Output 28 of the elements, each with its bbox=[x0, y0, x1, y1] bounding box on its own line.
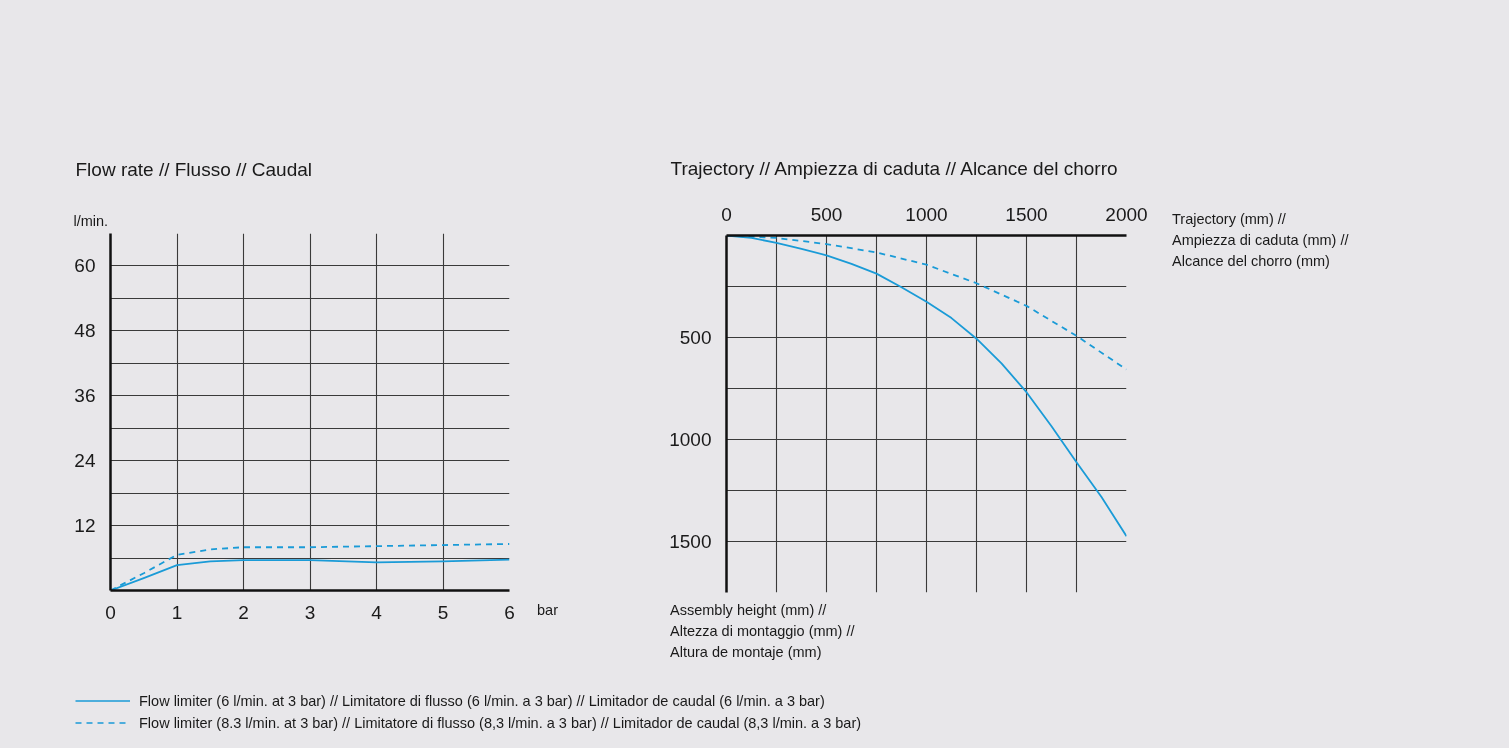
x-tick-label: 500 bbox=[810, 203, 843, 225]
x-tick-label: 2000 bbox=[1105, 203, 1148, 225]
x-tick-label: 5 bbox=[437, 601, 449, 623]
y-tick-label: 12 bbox=[74, 515, 96, 537]
x-tick-label: 0 bbox=[721, 203, 732, 225]
legend-label: Flow limiter (6 l/min. at 3 bar) // Limitatore di flusso (6 l/min. a 3 bar) // Limitador de caudal (6 l/min. a 3 bar) bbox=[139, 691, 825, 710]
x-tick-label: 6 bbox=[504, 601, 515, 623]
x-tick-label: 0 bbox=[105, 601, 116, 623]
x-axis-title: bar bbox=[536, 601, 558, 620]
x-axis-title: Trajectory (mm) // Ampiezza di caduta (mm) // Alcance del chorro (mm) bbox=[1171, 210, 1349, 271]
x-tick-label: 3 bbox=[304, 601, 316, 623]
y-tick-label: 48 bbox=[74, 320, 96, 342]
y-tick-label: 36 bbox=[74, 385, 96, 407]
y-tick-label: 500 bbox=[679, 327, 712, 348]
chart-title: Trajectory // Ampiezza di caduta // Alcance del chorro bbox=[670, 157, 1118, 179]
y-axis-title: Assembly height (mm) // Altezza di montaggio (mm) // Altura de montaje (mm) bbox=[669, 601, 855, 662]
y-tick-label: 60 bbox=[74, 255, 96, 277]
y-axis-title: l/min. bbox=[73, 212, 109, 229]
legend-label: Flow limiter (8.3 l/min. at 3 bar) // Limitatore di flusso (8,3 l/min. a 3 bar) // Limitador de caudal (8,3 l/min. a 3 bar) bbox=[139, 713, 862, 732]
x-tick-label: 1 bbox=[171, 601, 183, 623]
x-tick-label: 2 bbox=[238, 601, 249, 623]
x-tick-label: 4 bbox=[371, 601, 383, 623]
y-tick-label: 24 bbox=[74, 450, 96, 472]
chart-title: Flow rate // Flusso // Caudal bbox=[75, 158, 313, 180]
y-tick-label: 1500 bbox=[669, 531, 712, 552]
x-tick-label: 1500 bbox=[1005, 203, 1048, 225]
y-tick-label: 1000 bbox=[669, 429, 712, 450]
x-tick-label: 1000 bbox=[905, 203, 948, 225]
